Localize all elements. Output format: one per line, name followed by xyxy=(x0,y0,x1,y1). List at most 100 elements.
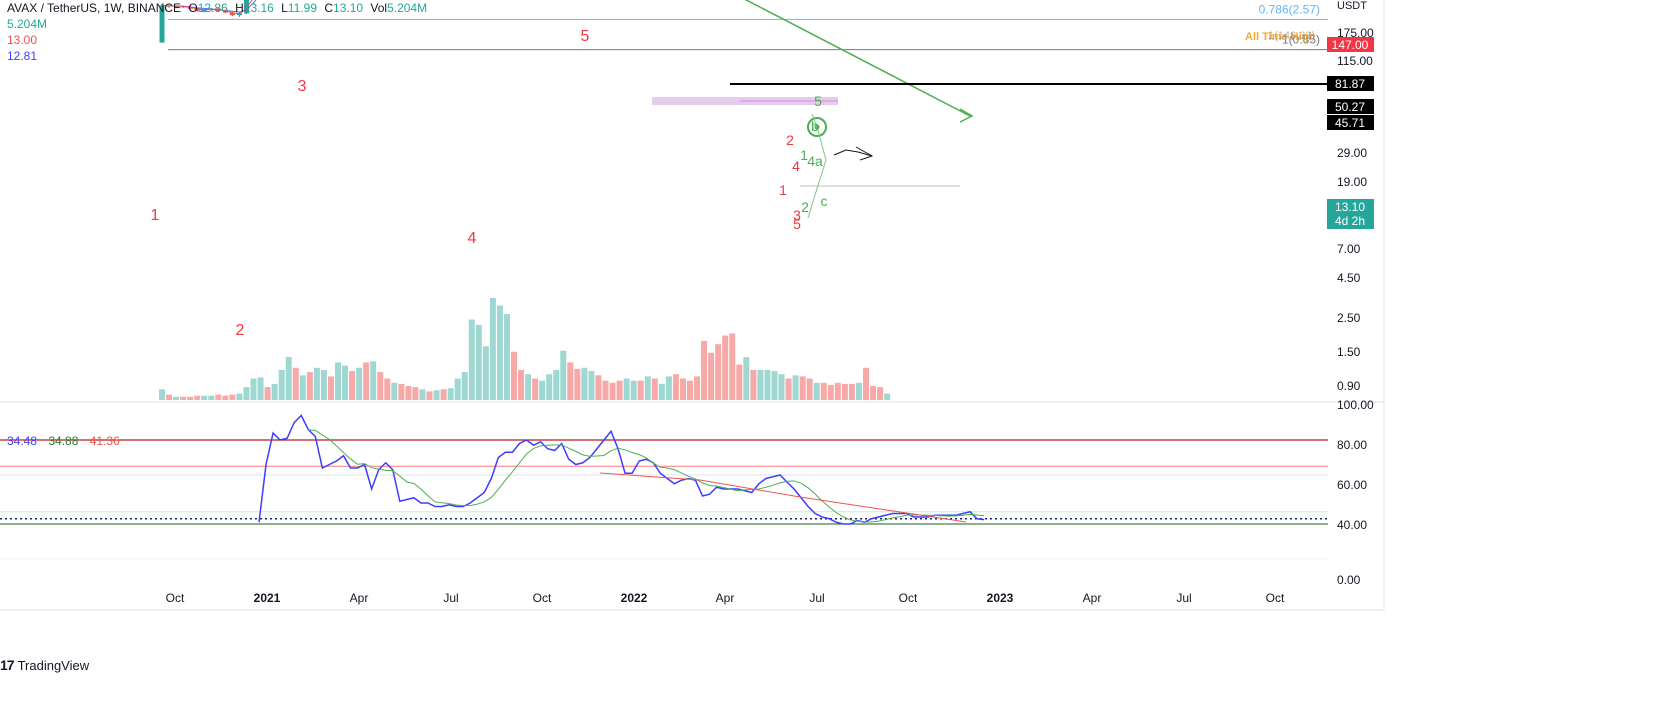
volume-bar xyxy=(264,387,271,400)
price-tag-value: 13.10 xyxy=(1335,200,1365,214)
symbol-header: AVAX / TetherUS, 1W, BINANCE O12.86 H13.… xyxy=(7,0,431,64)
volume-bar xyxy=(806,378,813,400)
currency-label: USDT xyxy=(1337,0,1367,12)
projection-arrow-head-icon xyxy=(855,146,874,161)
rsi-tick: 60.00 xyxy=(1337,478,1367,492)
ohlc-low-label: L xyxy=(281,1,288,15)
time-tick: Apr xyxy=(716,591,735,605)
rsi-ma-value: 34.88 xyxy=(48,434,79,448)
volume-bar xyxy=(644,376,651,400)
tradingview-mark-icon: 17 xyxy=(0,657,15,673)
candle-body xyxy=(159,5,165,43)
volume-bar xyxy=(201,395,208,400)
volume-bar xyxy=(855,382,862,400)
ath-label: All Time High xyxy=(1245,31,1315,43)
volume-bar xyxy=(511,351,517,400)
volume-bar xyxy=(454,378,461,400)
rsi-line xyxy=(258,414,985,525)
rsi-ma2-value: 41.36 xyxy=(89,434,120,448)
rsi-ma2-line xyxy=(599,472,967,523)
ohlc-open-label: O xyxy=(188,1,198,15)
volume-bar xyxy=(292,367,299,400)
price-tag: 45.71 xyxy=(1327,115,1374,130)
candles xyxy=(159,0,257,43)
time-tick: Apr xyxy=(1083,591,1102,605)
volume-bar xyxy=(370,361,377,400)
volume-bar xyxy=(785,378,792,400)
price-tick: 115.00 xyxy=(1337,54,1373,68)
volume-bar xyxy=(553,369,560,400)
rsi-value: 34.48 xyxy=(7,434,38,448)
time-tick: 2023 xyxy=(987,591,1014,605)
wave-label: 3 xyxy=(298,78,307,95)
price-tag-value: 50.27 xyxy=(1335,100,1365,114)
candle-body xyxy=(222,10,228,13)
price-tag: 81.87 xyxy=(1327,76,1374,91)
time-tick: 2022 xyxy=(621,591,648,605)
volume-bar xyxy=(827,384,834,400)
price-tick: 2.50 xyxy=(1337,311,1361,325)
volume-bar xyxy=(757,369,764,400)
volume-bar xyxy=(616,380,623,400)
volume-bar xyxy=(792,375,799,400)
brand-name: TradingView xyxy=(17,657,90,673)
wave-label: c xyxy=(821,193,828,209)
volume-bar xyxy=(482,346,489,400)
ohlc-close: 13.10 xyxy=(333,1,364,15)
wave-label: 2 xyxy=(786,132,794,148)
volume-legend: 5.204M xyxy=(7,17,48,31)
volume-bar xyxy=(588,371,595,400)
volume-bar xyxy=(665,376,672,400)
volume-bar xyxy=(518,369,525,400)
volume-bar xyxy=(863,367,869,400)
wave-label: 5 xyxy=(814,93,822,109)
time-tick: Jul xyxy=(809,591,824,605)
volume-bar xyxy=(658,383,665,400)
volume-bar xyxy=(363,362,370,400)
volume-bar xyxy=(229,394,236,400)
wave-label: 1 xyxy=(151,207,160,224)
volume-bar xyxy=(433,390,440,400)
price-tag-value: 81.87 xyxy=(1335,77,1365,91)
volume-bar xyxy=(574,368,581,400)
price-tick: 19.00 xyxy=(1337,175,1367,189)
volume-bar xyxy=(349,371,356,400)
candle-body xyxy=(187,7,193,9)
volume-bar xyxy=(687,380,693,400)
wave-label: 1 xyxy=(779,182,787,198)
volume-bar xyxy=(306,372,313,400)
volume-bar xyxy=(820,382,827,400)
symbol-title[interactable]: AVAX / TetherUS, 1W, BINANCE xyxy=(7,1,182,15)
volume-bar xyxy=(173,396,180,400)
volume-bar xyxy=(602,380,609,400)
target-circle-icon xyxy=(807,117,827,137)
volume-bar xyxy=(778,374,785,400)
volume-bar xyxy=(257,377,264,400)
volume-bar xyxy=(159,389,165,400)
tradingview-logo[interactable]: 17 TradingView xyxy=(0,657,89,673)
volume-bar xyxy=(187,396,194,400)
volume-bar xyxy=(729,333,736,400)
fib-retracement: 0.236(43.92)0.382(20.69)0.5(11.26)0.618(… xyxy=(168,2,1328,51)
price-tag-box xyxy=(1327,37,1374,52)
volume-bars xyxy=(159,298,891,400)
volume-bar xyxy=(532,378,539,400)
volume-bar xyxy=(166,394,173,400)
price-tag-countdown: 4d 2h xyxy=(1335,214,1365,228)
volume-bar xyxy=(672,374,679,400)
wave-label: 3 xyxy=(793,207,801,223)
ma1-legend: 13.00 xyxy=(7,33,38,47)
volume-value: 5.204M xyxy=(387,1,428,15)
time-tick: Jul xyxy=(443,591,458,605)
wave-path xyxy=(807,113,827,219)
volume-bar xyxy=(313,367,320,400)
ath-overlay-label: 1(148.33) xyxy=(1268,30,1315,42)
volume-bar xyxy=(356,367,363,400)
rsi-tick: 80.00 xyxy=(1337,438,1367,452)
volume-bar xyxy=(468,319,475,400)
volume-bar xyxy=(194,395,201,400)
volume-bar xyxy=(736,364,743,400)
ohlc-open: 12.86 xyxy=(197,1,228,15)
